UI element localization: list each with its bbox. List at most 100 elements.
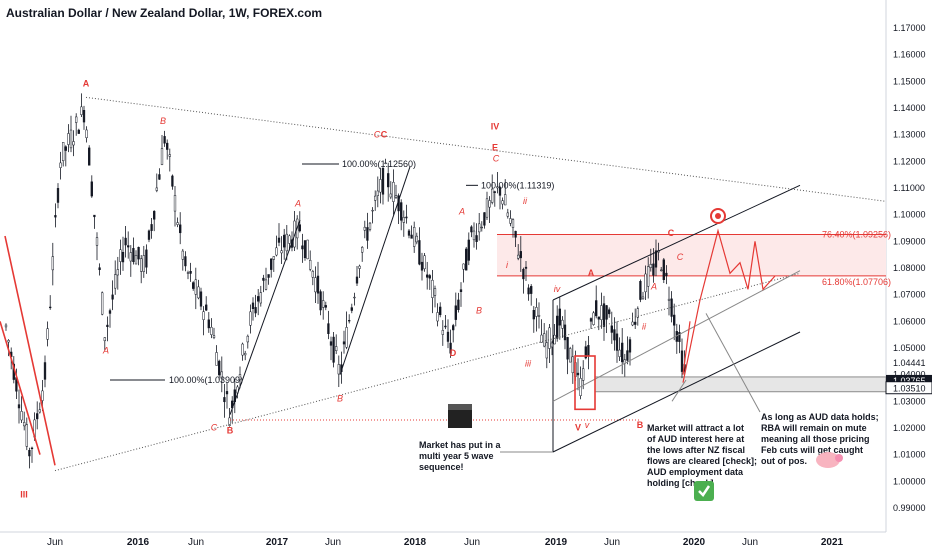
candle-body bbox=[59, 162, 62, 168]
candle-body bbox=[36, 413, 39, 420]
note-aud-interest: Market will attract a lot of AUD interest… bbox=[647, 423, 757, 488]
candle-body bbox=[342, 341, 346, 345]
candle-body bbox=[23, 422, 26, 427]
candle-body bbox=[316, 275, 320, 294]
candle-body bbox=[678, 332, 681, 342]
fib-label: 61.80%(1.07706) bbox=[822, 277, 891, 287]
candle-body bbox=[595, 300, 598, 317]
candle-body bbox=[480, 226, 483, 229]
candle-body bbox=[504, 194, 507, 206]
candle-body bbox=[509, 218, 512, 224]
x-tick-label: Jun bbox=[604, 537, 620, 548]
candle-body bbox=[62, 142, 65, 161]
candle-body bbox=[535, 307, 538, 317]
candle-body bbox=[199, 291, 203, 307]
wave-label-italic: A bbox=[458, 207, 465, 217]
candle-body bbox=[223, 397, 226, 403]
wave-label-italic: C bbox=[211, 423, 218, 433]
candle-body bbox=[275, 247, 278, 256]
candle-body bbox=[389, 193, 392, 198]
candle-body bbox=[524, 266, 528, 269]
candle-body bbox=[618, 349, 621, 357]
candle-body bbox=[610, 325, 613, 333]
wave-label-italic: B bbox=[476, 305, 482, 315]
candle-body bbox=[192, 282, 195, 289]
candle-body bbox=[176, 222, 179, 225]
candle-body bbox=[636, 308, 639, 318]
candle-body bbox=[46, 328, 49, 340]
x-tick-label: 2017 bbox=[266, 537, 289, 548]
candle-body bbox=[319, 291, 322, 311]
candle-body bbox=[173, 195, 177, 212]
candle-body bbox=[168, 154, 171, 157]
pig-snout bbox=[835, 454, 843, 462]
y-tick-label: 1.10000 bbox=[893, 210, 926, 220]
candle-body bbox=[433, 288, 437, 296]
candle-body bbox=[259, 292, 262, 304]
candle-body bbox=[673, 314, 676, 326]
candle-body bbox=[647, 266, 650, 287]
candle-body bbox=[262, 277, 265, 281]
candle-body bbox=[54, 215, 57, 218]
candle-body bbox=[327, 323, 330, 334]
target-icon-center bbox=[715, 213, 721, 219]
candle-body bbox=[49, 306, 52, 309]
candle-body bbox=[72, 141, 75, 146]
candle-body bbox=[28, 449, 31, 457]
candle-body bbox=[272, 256, 275, 260]
candle-body bbox=[501, 200, 504, 205]
candle-body bbox=[439, 306, 442, 316]
candle-body bbox=[249, 311, 252, 326]
candle-body bbox=[228, 417, 231, 426]
x-tick-label: 2016 bbox=[127, 537, 150, 548]
candle-body bbox=[506, 212, 509, 217]
candle-body bbox=[20, 411, 23, 421]
candle-body bbox=[569, 348, 572, 363]
x-tick-label: Jun bbox=[742, 537, 758, 548]
candle-body bbox=[608, 309, 611, 315]
y-tick-label: 1.17000 bbox=[893, 23, 926, 33]
channel-bottom bbox=[552, 331, 801, 453]
candle-body bbox=[119, 249, 122, 262]
wave-label-italic: A bbox=[650, 281, 657, 291]
note-wave-sequence: Market has put in a multi year 5 wave sequ… bbox=[419, 440, 502, 472]
candle-body bbox=[402, 217, 405, 223]
measure-label: 100.00%(1.11319) bbox=[481, 180, 554, 190]
price-tag-label: 1.03510 bbox=[893, 384, 926, 394]
candle-body bbox=[644, 273, 647, 293]
candle-body bbox=[420, 261, 424, 271]
candle-body bbox=[17, 404, 21, 409]
candle-body bbox=[571, 356, 574, 374]
wave-label-italic: C bbox=[374, 129, 381, 139]
y-tick-label: 1.06000 bbox=[893, 316, 926, 326]
candle-body bbox=[384, 162, 387, 165]
candle-body bbox=[124, 237, 127, 246]
candle-body bbox=[605, 305, 608, 320]
candle-body bbox=[197, 286, 200, 299]
candle-body bbox=[498, 187, 502, 196]
candle-body bbox=[478, 223, 481, 233]
y-tick-label: 1.05000 bbox=[893, 343, 926, 353]
candle-body bbox=[90, 181, 93, 197]
candle-body bbox=[314, 277, 317, 293]
candle-body bbox=[116, 269, 119, 276]
candle-body bbox=[358, 265, 361, 269]
candle-body bbox=[171, 175, 174, 187]
wave-label-italic: A bbox=[102, 345, 109, 355]
candle-body bbox=[537, 314, 541, 317]
candle-body bbox=[210, 327, 213, 335]
candle-body bbox=[127, 245, 130, 248]
pig-icon bbox=[816, 452, 843, 468]
support-band bbox=[594, 376, 887, 393]
candle-body bbox=[496, 186, 499, 189]
candle-body bbox=[465, 248, 468, 271]
candle-body bbox=[665, 272, 668, 277]
candle-body bbox=[436, 312, 439, 322]
projection-path bbox=[682, 228, 776, 383]
candle-body bbox=[563, 324, 567, 341]
candle-body bbox=[353, 296, 356, 299]
candle-body bbox=[25, 424, 28, 447]
candle-body bbox=[527, 287, 530, 295]
